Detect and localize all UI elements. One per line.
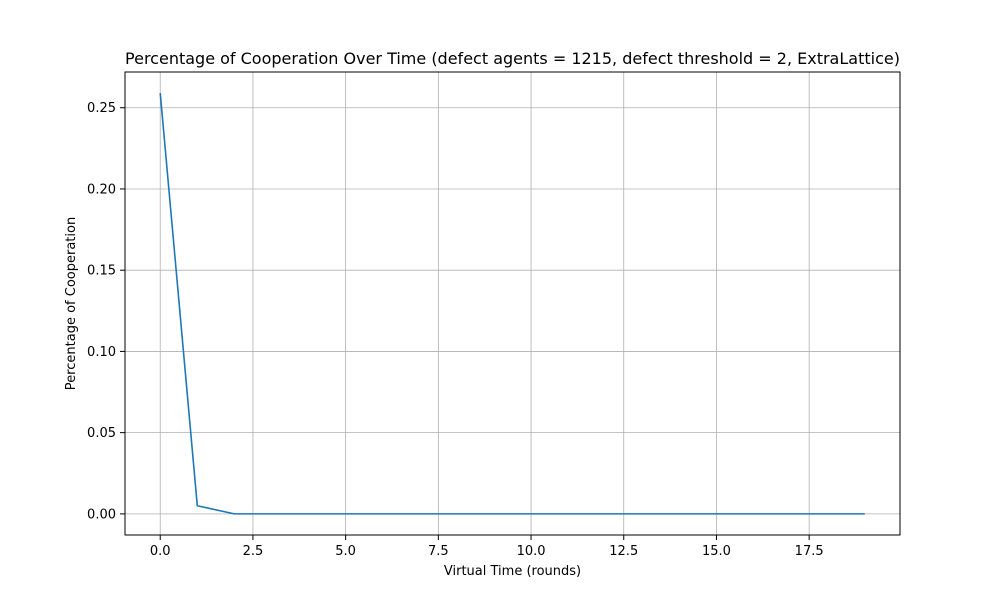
series-layer xyxy=(159,93,865,515)
y-tick-label: 0.25 xyxy=(87,101,116,116)
x-tick-label: 15.0 xyxy=(702,544,731,559)
x-tick-label: 17.5 xyxy=(795,544,824,559)
series-line-0 xyxy=(159,93,865,515)
x-axis-label: Virtual Time (rounds) xyxy=(444,564,581,579)
x-tick-label: 7.5 xyxy=(428,544,449,559)
y-tick-label: 0.15 xyxy=(87,264,116,279)
x-tick-label: 10.0 xyxy=(517,544,546,559)
plot-frame xyxy=(124,71,901,536)
y-tick-label: 0.05 xyxy=(87,426,116,441)
axis-ticks: 0.0 2.5 5.0 7.5 10.0 12.5 15.0 17.5 0.00 0.05 0.10… xyxy=(87,101,824,559)
chart-title: Percentage of Cooperation Over Time (def… xyxy=(125,49,900,68)
x-tick-label: 2.5 xyxy=(243,544,264,559)
y-tick-label: 0.20 xyxy=(87,182,116,197)
x-tick-label: 0.0 xyxy=(150,544,171,559)
x-tick-label: 5.0 xyxy=(335,544,356,559)
grid-lines xyxy=(125,72,900,535)
x-tick-label: 12.5 xyxy=(609,544,638,559)
y-axis-label: Percentage of Cooperation xyxy=(64,217,79,390)
y-tick-label: 0.10 xyxy=(87,345,116,360)
y-tick-label: 0.00 xyxy=(87,507,116,522)
